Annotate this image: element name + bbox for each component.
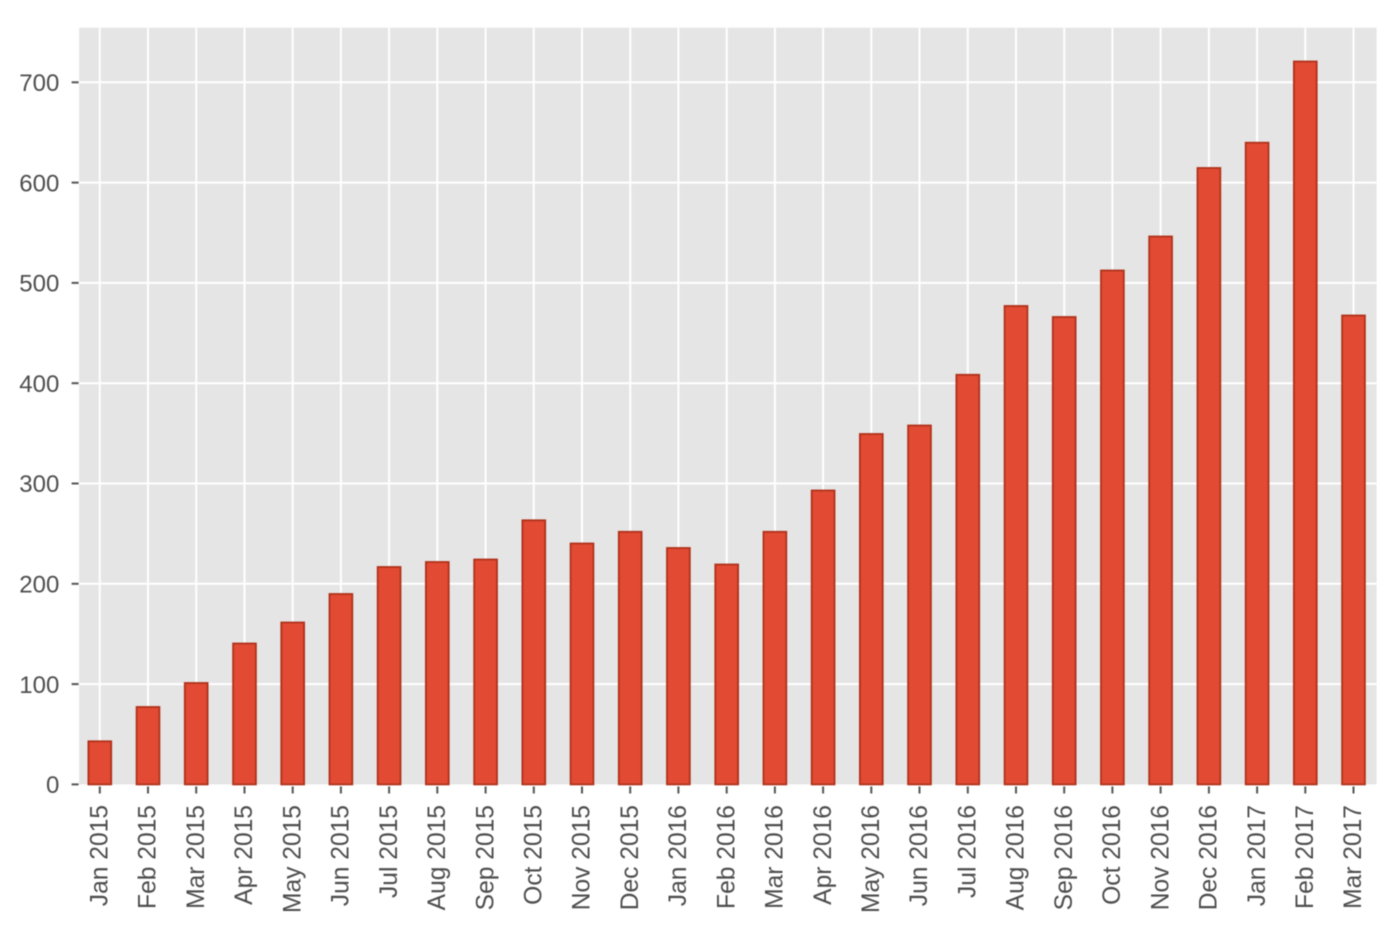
svg-text:Jan 2016: Jan 2016 xyxy=(665,805,692,906)
svg-text:Sep 2016: Sep 2016 xyxy=(1051,805,1078,910)
svg-text:Dec 2015: Dec 2015 xyxy=(617,805,644,910)
svg-text:Nov 2015: Nov 2015 xyxy=(569,805,596,910)
svg-text:Jan 2017: Jan 2017 xyxy=(1244,805,1271,906)
svg-text:Apr 2016: Apr 2016 xyxy=(810,805,837,905)
svg-text:Mar 2015: Mar 2015 xyxy=(183,805,210,909)
svg-text:300: 300 xyxy=(19,471,59,498)
svg-text:May 2016: May 2016 xyxy=(858,805,885,913)
svg-text:Jun 2016: Jun 2016 xyxy=(906,805,933,906)
svg-text:May 2015: May 2015 xyxy=(279,805,306,913)
svg-text:500: 500 xyxy=(19,271,59,298)
svg-text:0: 0 xyxy=(46,772,59,799)
svg-text:Mar 2016: Mar 2016 xyxy=(762,805,789,909)
svg-text:Jun 2015: Jun 2015 xyxy=(328,805,355,906)
svg-text:Apr 2015: Apr 2015 xyxy=(231,805,258,905)
svg-text:Feb 2016: Feb 2016 xyxy=(713,805,740,909)
svg-text:Jul 2015: Jul 2015 xyxy=(376,805,403,898)
svg-text:Aug 2015: Aug 2015 xyxy=(424,805,451,910)
svg-text:Dec 2016: Dec 2016 xyxy=(1196,805,1223,910)
svg-text:600: 600 xyxy=(19,170,59,197)
svg-text:Feb 2015: Feb 2015 xyxy=(135,805,162,909)
svg-text:Feb 2017: Feb 2017 xyxy=(1292,805,1319,909)
svg-text:Oct 2015: Oct 2015 xyxy=(521,805,548,905)
svg-text:Jan 2015: Jan 2015 xyxy=(87,805,114,906)
svg-text:Sep 2015: Sep 2015 xyxy=(472,805,499,910)
svg-text:200: 200 xyxy=(19,572,59,599)
svg-text:Nov 2016: Nov 2016 xyxy=(1147,805,1174,910)
svg-text:Oct 2016: Oct 2016 xyxy=(1099,805,1126,905)
svg-text:Mar 2017: Mar 2017 xyxy=(1340,805,1367,909)
svg-text:400: 400 xyxy=(19,371,59,398)
svg-text:Jul 2016: Jul 2016 xyxy=(955,805,982,898)
svg-text:100: 100 xyxy=(19,672,59,699)
svg-text:Aug 2016: Aug 2016 xyxy=(1003,805,1030,910)
svg-text:700: 700 xyxy=(19,70,59,97)
